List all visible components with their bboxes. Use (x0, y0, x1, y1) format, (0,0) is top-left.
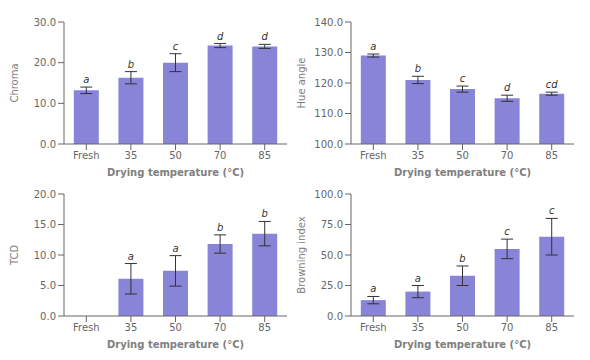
svg-text:Hue angle: Hue angle (296, 58, 307, 109)
svg-text:0.0: 0.0 (40, 311, 56, 322)
svg-text:0.0: 0.0 (40, 139, 56, 150)
svg-text:cd: cd (546, 79, 558, 90)
svg-text:100.0: 100.0 (314, 189, 343, 200)
svg-text:d: d (217, 31, 224, 42)
svg-text:Drying temperature (°C): Drying temperature (°C) (394, 339, 531, 350)
svg-text:b: b (459, 253, 465, 264)
svg-text:Browning index: Browning index (296, 216, 307, 293)
svg-text:Drying temperature (°C): Drying temperature (°C) (107, 339, 244, 350)
svg-text:50.0: 50.0 (321, 250, 343, 261)
svg-text:d: d (262, 31, 269, 42)
svg-text:50: 50 (169, 322, 182, 333)
svg-text:75.0: 75.0 (321, 219, 343, 230)
svg-text:50: 50 (456, 150, 469, 161)
svg-text:35: 35 (412, 322, 425, 333)
svg-text:50: 50 (456, 322, 469, 333)
svg-text:70: 70 (501, 322, 514, 333)
svg-text:70: 70 (214, 322, 227, 333)
svg-text:Drying temperature (°C): Drying temperature (°C) (394, 167, 531, 178)
svg-text:35: 35 (125, 322, 138, 333)
svg-text:70: 70 (214, 150, 227, 161)
svg-text:c: c (504, 226, 510, 237)
svg-text:35: 35 (412, 150, 425, 161)
svg-text:130.0: 130.0 (314, 47, 343, 58)
svg-text:c: c (549, 205, 555, 216)
svg-text:85: 85 (545, 150, 558, 161)
svg-text:c: c (173, 41, 179, 52)
svg-text:85: 85 (258, 150, 271, 161)
svg-text:a: a (415, 273, 421, 284)
svg-text:a: a (83, 74, 89, 85)
svg-text:10.0: 10.0 (34, 98, 56, 109)
svg-text:85: 85 (545, 322, 558, 333)
svg-text:110.0: 110.0 (314, 108, 343, 119)
svg-text:d: d (504, 82, 511, 93)
svg-text:c: c (460, 73, 466, 84)
svg-text:Drying temperature (°C): Drying temperature (°C) (107, 167, 244, 178)
svg-text:140.0: 140.0 (314, 17, 343, 28)
svg-text:a: a (370, 41, 376, 52)
svg-text:30.0: 30.0 (34, 17, 56, 28)
svg-text:Fresh: Fresh (360, 322, 387, 333)
svg-text:20.0: 20.0 (34, 57, 56, 68)
svg-text:a: a (128, 251, 134, 262)
svg-text:10.0: 10.0 (34, 250, 56, 261)
svg-text:b: b (415, 63, 421, 74)
svg-text:Fresh: Fresh (73, 150, 100, 161)
svg-text:50: 50 (169, 150, 182, 161)
svg-text:a: a (172, 243, 178, 254)
svg-text:Fresh: Fresh (360, 150, 387, 161)
svg-text:b: b (128, 59, 134, 70)
svg-text:120.0: 120.0 (314, 78, 343, 89)
svg-text:Fresh: Fresh (73, 322, 100, 333)
svg-text:0.0: 0.0 (327, 311, 343, 322)
svg-text:b: b (262, 208, 268, 219)
svg-text:25.0: 25.0 (321, 280, 343, 291)
svg-text:b: b (217, 222, 223, 233)
svg-text:5.0: 5.0 (40, 280, 56, 291)
svg-text:15.0: 15.0 (34, 219, 56, 230)
svg-text:35: 35 (125, 150, 138, 161)
svg-text:85: 85 (258, 322, 271, 333)
svg-text:70: 70 (501, 150, 514, 161)
svg-text:a: a (370, 283, 376, 294)
svg-text:100.0: 100.0 (314, 139, 343, 150)
svg-text:TCD: TCD (9, 245, 20, 267)
svg-text:Chroma: Chroma (9, 63, 20, 102)
svg-text:20.0: 20.0 (34, 189, 56, 200)
